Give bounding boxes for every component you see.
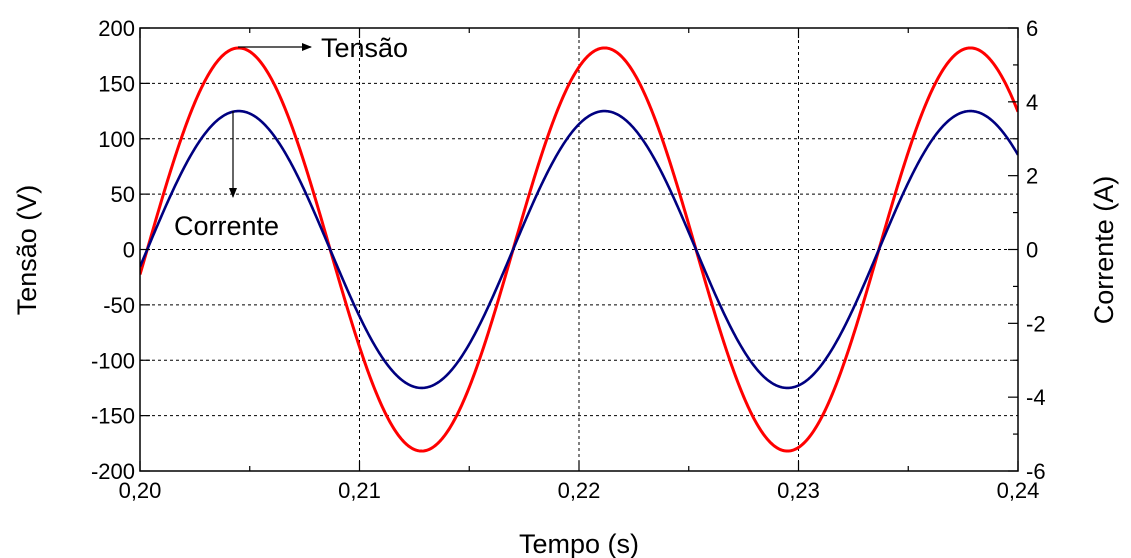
y-right-tick-label: 6: [1026, 16, 1038, 41]
y-right-tick-label: 0: [1026, 238, 1038, 263]
y-left-tick-label: 0: [123, 238, 135, 263]
y-right-tick-label: -6: [1026, 459, 1046, 484]
y-right-tick-label: -4: [1026, 385, 1046, 410]
x-tick-label: 0,21: [338, 478, 381, 503]
annotation-corrente: Corrente: [174, 111, 279, 241]
y-left-tick-label: -50: [103, 293, 135, 318]
annotation-corrente-label: Corrente: [174, 211, 279, 241]
y-left-tick-label: 200: [98, 16, 135, 41]
y-right-axis-title: Corrente (A): [1089, 176, 1119, 325]
y-left-tick-label: -200: [91, 459, 135, 484]
x-tick-label: 0,23: [777, 478, 820, 503]
y-left-tick-label: 50: [111, 182, 135, 207]
y-left-tick-label: -100: [91, 348, 135, 373]
y-left-tick-label: 100: [98, 127, 135, 152]
x-axis-title: Tempo (s): [519, 529, 639, 558]
x-tick-label: 0,22: [558, 478, 601, 503]
y-right-tick-label: 2: [1026, 164, 1038, 189]
y-right-tick-label: -2: [1026, 311, 1046, 336]
grid-lines: [140, 28, 1018, 471]
y-left-axis-title: Tensão (V): [12, 185, 42, 316]
y-left-tick-label: 150: [98, 71, 135, 96]
y-right-tick-label: 4: [1026, 90, 1038, 115]
annotation-tensao-label: Tensão: [321, 33, 408, 63]
annotation-tensao: Tensão: [238, 33, 408, 63]
y-left-tick-label: -150: [91, 404, 135, 429]
